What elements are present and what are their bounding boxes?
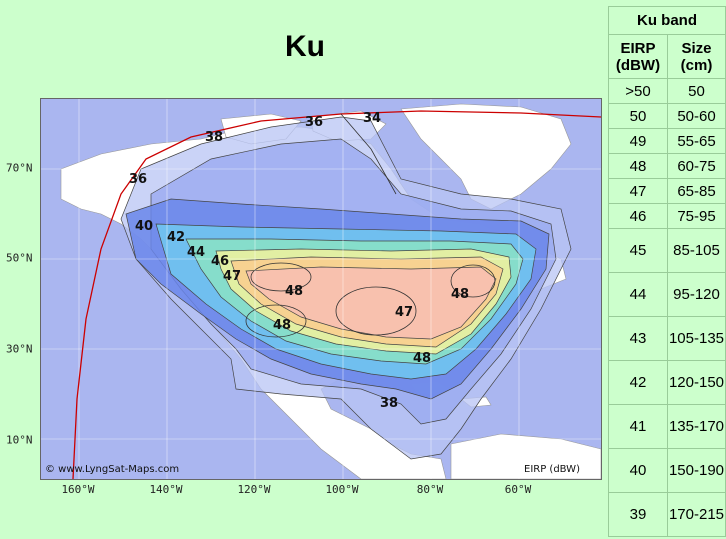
- contour-label: 46: [211, 254, 229, 269]
- table-row: 46 75-95: [608, 203, 726, 229]
- table-row: 44 95-120: [608, 272, 726, 317]
- beam-edge: [72, 110, 601, 479]
- coverage-map[interactable]: 36 38 36 34 40 42 44 46 47 48 48 47 48 4…: [40, 98, 602, 480]
- eirp-cell: 39: [608, 492, 668, 537]
- size-cell: 65-85: [667, 178, 726, 204]
- page-title: Ku: [285, 30, 325, 63]
- eirp-cell: 47: [608, 178, 668, 204]
- contour-label: 34: [363, 111, 381, 126]
- eirp-cell: 45: [608, 228, 668, 273]
- contour-label: 48: [273, 318, 291, 333]
- table-row: 50 50-60: [608, 103, 726, 129]
- contour-label: 36: [305, 115, 323, 130]
- eirp-cell: 46: [608, 203, 668, 229]
- eirp-cell: 44: [608, 272, 668, 317]
- map-copyright: © www.LyngSat-Maps.com: [45, 464, 179, 475]
- eirp-cell: >50: [608, 78, 668, 104]
- eirp-cell: 40: [608, 448, 668, 493]
- lat-label: 50°N: [6, 251, 33, 265]
- land-greenland: [400, 103, 572, 210]
- lat-label: 10°N: [6, 433, 33, 447]
- contour-label: 38: [380, 396, 398, 411]
- coverage-map-svg: 36 38 36 34 40 42 44 46 47 48 48 47 48 4…: [41, 99, 601, 479]
- contour-label: 47: [395, 305, 413, 320]
- table-row: 45 85-105: [608, 228, 726, 273]
- size-cell: 50: [667, 78, 726, 104]
- table-title: Ku band: [608, 6, 726, 35]
- size-cell: 55-65: [667, 128, 726, 154]
- size-cell: 135-170: [667, 404, 726, 449]
- table-row: 39 170-215: [608, 492, 726, 537]
- contour-label: 42: [167, 230, 185, 245]
- land-south-america: [450, 433, 601, 479]
- lon-label: 100°W: [325, 483, 359, 496]
- contour-48-inner-east: [450, 264, 496, 298]
- size-cell: 95-120: [667, 272, 726, 317]
- lon-label: 120°W: [237, 483, 271, 496]
- size-cell: 150-190: [667, 448, 726, 493]
- graticule: [41, 99, 601, 479]
- lon-label: 140°W: [149, 483, 183, 496]
- beam-edge-arctic: [340, 113, 397, 195]
- table-row: 40 150-190: [608, 448, 726, 493]
- lat-label: 70°N: [6, 161, 33, 175]
- eirp-cell: 42: [608, 360, 668, 405]
- eirp-cell: 50: [608, 103, 668, 129]
- contour-48-inner-west: [250, 262, 312, 292]
- contour-label: 44: [187, 245, 205, 260]
- table-row: 42 120-150: [608, 360, 726, 405]
- size-cell: 170-215: [667, 492, 726, 537]
- contour-47-inner: [335, 286, 417, 336]
- lon-label: 60°W: [504, 483, 532, 496]
- table-row: >50 50: [608, 78, 726, 104]
- contour-label: 40: [135, 219, 153, 234]
- col-header-eirp: EIRP (dBW): [608, 34, 668, 79]
- size-cell: 120-150: [667, 360, 726, 405]
- contour-label: 47: [223, 269, 241, 284]
- contour-label: 48: [451, 287, 469, 302]
- eirp-cell: 43: [608, 316, 668, 361]
- table-row: 48 60-75: [608, 153, 726, 179]
- eirp-cell: 48: [608, 153, 668, 179]
- table-row: 41 135-170: [608, 404, 726, 449]
- col-header-size: Size (cm): [667, 34, 726, 79]
- map-unit-label: EIRP (dBW): [524, 464, 580, 475]
- contour-label: 48: [285, 284, 303, 299]
- size-cell: 60-75: [667, 153, 726, 179]
- eirp-cell: 41: [608, 404, 668, 449]
- size-cell: 105-135: [667, 316, 726, 361]
- size-cell: 75-95: [667, 203, 726, 229]
- contour-label: 36: [129, 172, 147, 187]
- contour-48-inner-south: [245, 304, 307, 338]
- contour-label: 38: [205, 130, 223, 145]
- size-cell: 50-60: [667, 103, 726, 129]
- contour-48: [245, 266, 497, 340]
- table-row: 43 105-135: [608, 316, 726, 361]
- lon-label: 160°W: [61, 483, 95, 496]
- eirp-cell: 49: [608, 128, 668, 154]
- contour-labels: 36 38 36 34 40 42 44 46 47 48 48 47 48 4…: [129, 111, 469, 411]
- table-row: 47 65-85: [608, 178, 726, 204]
- lon-label: 80°W: [416, 483, 444, 496]
- lat-label: 30°N: [6, 342, 33, 356]
- size-cell: 85-105: [667, 228, 726, 273]
- table-row: 49 55-65: [608, 128, 726, 154]
- contour-label: 48: [413, 351, 431, 366]
- ku-band-table: Ku band EIRP (dBW) Size (cm) >50 50 50 50-…: [608, 6, 726, 537]
